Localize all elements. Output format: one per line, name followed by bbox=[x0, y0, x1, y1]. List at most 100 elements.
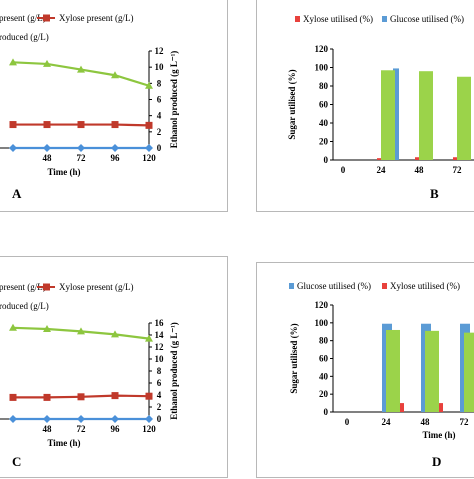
chart-a-data-point bbox=[43, 144, 51, 152]
chart-panel-a: 48 72 96 120 Time (h) 0 2 4 6 8 10 12 Ethanol produc… bbox=[0, 0, 228, 212]
chart-d-y-tick-label: 80 bbox=[319, 336, 329, 346]
chart-c-legend-entry: present (g/L) bbox=[0, 282, 46, 292]
chart-d-legend-entry: Xylose utilised (%) bbox=[390, 281, 460, 291]
chart-a-data-point bbox=[9, 58, 17, 66]
chart-c-y-tick-label: 14 bbox=[155, 330, 165, 340]
chart-c-legend-swatch-marker bbox=[43, 283, 50, 291]
chart-a-data-point bbox=[9, 121, 17, 129]
chart-a-data-point bbox=[43, 121, 51, 129]
panel-label-c: C bbox=[12, 454, 22, 469]
chart-d-y-tick-label: 60 bbox=[319, 354, 329, 364]
chart-a-data-point bbox=[43, 59, 51, 67]
chart-d-x-tick-label: 72 bbox=[460, 417, 470, 427]
chart-c-legend-entry: roduced (g/L) bbox=[0, 301, 49, 311]
chart-c-data-point bbox=[77, 327, 85, 335]
chart-c-y-tick-label: 6 bbox=[157, 378, 162, 388]
chart-b-bar bbox=[453, 157, 457, 160]
chart-a-data-point bbox=[111, 71, 119, 79]
chart-a-x-tick-label: 48 bbox=[43, 153, 53, 163]
chart-b-y-tick-label: 60 bbox=[319, 100, 329, 110]
chart-c-data-point bbox=[111, 415, 119, 423]
chart-b-x-tick-label: 72 bbox=[453, 165, 463, 175]
chart-a-y-tick-label: 6 bbox=[157, 95, 162, 105]
chart-b-y-tick-label: 100 bbox=[315, 63, 329, 73]
chart-c-data-point bbox=[145, 392, 153, 400]
chart-b-y-axis-title: Sugar utilised (%) bbox=[287, 69, 297, 139]
chart-b-bar bbox=[419, 71, 433, 160]
chart-d-bar bbox=[386, 329, 400, 412]
chart-a-data-point bbox=[77, 144, 85, 152]
chart-b-y-tick-label: 40 bbox=[319, 118, 329, 128]
chart-c-y-tick-label: 0 bbox=[157, 414, 162, 424]
chart-a-legend-swatch-marker bbox=[43, 14, 50, 22]
chart-a-x-tick-label: 72 bbox=[77, 153, 87, 163]
chart-a-y-axis-title: Ethanol produced (g L⁻¹) bbox=[169, 51, 179, 149]
chart-panel-d: 0 20 40 60 80 100 120 Sugar utilised (%) 0 24 48 72… bbox=[256, 262, 474, 478]
chart-d-y-tick-label: 0 bbox=[324, 407, 329, 417]
chart-c-data-point bbox=[9, 323, 17, 331]
chart-b-x-tick-label: 48 bbox=[415, 165, 425, 175]
chart-c-svg: 48 72 96 120 Time (h) 0 2 4 6 8 10 12 14 16 Ethanol pr… bbox=[0, 282, 179, 448]
chart-c-data-point bbox=[77, 415, 85, 423]
chart-a-x-axis-title: Time (h) bbox=[47, 167, 80, 177]
chart-d-y-tick-label: 40 bbox=[319, 371, 329, 381]
chart-c-y-tick-label: 8 bbox=[157, 366, 162, 376]
chart-d-y-tick-label: 120 bbox=[315, 300, 329, 310]
chart-b-y-tick-label: 120 bbox=[315, 44, 329, 54]
chart-d-y-tick-label: 20 bbox=[319, 389, 329, 399]
chart-a-x-tick-label: 96 bbox=[111, 153, 121, 163]
chart-d-x-axis-title: Time (h) bbox=[422, 430, 455, 440]
chart-a-svg: 48 72 96 120 Time (h) 0 2 4 6 8 10 12 Ethanol produc… bbox=[0, 13, 179, 177]
chart-a-y-tick-label: 2 bbox=[157, 127, 162, 137]
chart-c-data-point bbox=[145, 334, 153, 342]
chart-c-data-point bbox=[111, 330, 119, 338]
chart-c-x-tick-label: 120 bbox=[142, 424, 156, 434]
chart-a-y-tick-label: 8 bbox=[157, 78, 162, 88]
chart-c-data-point bbox=[43, 415, 51, 423]
chart-d-legend-swatch bbox=[289, 283, 294, 289]
chart-b-y-tick-label: 20 bbox=[319, 137, 329, 147]
chart-b-bar bbox=[381, 70, 395, 160]
chart-d-legend-swatch bbox=[382, 283, 387, 289]
chart-d-x-tick-label: 48 bbox=[421, 417, 431, 427]
chart-b-legend-swatch bbox=[295, 16, 300, 22]
panel-label-a: A bbox=[12, 186, 22, 201]
chart-c-y-tick-label: 2 bbox=[157, 402, 162, 412]
chart-a-y-tick-label: 4 bbox=[157, 111, 162, 121]
panel-label-b: B bbox=[430, 186, 439, 201]
chart-c-x-tick-label: 72 bbox=[77, 424, 87, 434]
chart-a-y-tick-label: 10 bbox=[155, 62, 165, 72]
chart-d-y-tick-label: 100 bbox=[315, 318, 329, 328]
chart-a-x-tick-label: 120 bbox=[142, 153, 156, 163]
chart-c-data-point bbox=[9, 393, 17, 401]
chart-d-y-axis-title: Sugar utilised (%) bbox=[289, 323, 299, 393]
chart-a-data-point bbox=[111, 144, 119, 152]
chart-b-y-tick-label: 80 bbox=[319, 81, 329, 91]
chart-c-x-tick-label: 96 bbox=[111, 424, 121, 434]
chart-a-data-point bbox=[77, 65, 85, 73]
chart-b-bar bbox=[415, 157, 419, 160]
chart-c-y-axis-title: Ethanol produced (g L⁻¹) bbox=[169, 322, 179, 420]
chart-b-legend-entry: Glucose utilised (%) bbox=[390, 14, 464, 24]
panel-label-d: D bbox=[432, 454, 442, 469]
chart-d-bar bbox=[400, 403, 404, 412]
chart-c-data-point bbox=[43, 393, 51, 401]
chart-d-bar bbox=[425, 330, 439, 412]
chart-d-bar bbox=[464, 332, 474, 412]
chart-d-x-tick-label: 24 bbox=[382, 417, 392, 427]
chart-b-x-tick-label: 0 bbox=[341, 165, 346, 175]
chart-c-y-tick-label: 4 bbox=[157, 390, 162, 400]
chart-c-y-tick-label: 12 bbox=[155, 342, 165, 352]
chart-c-y-tick-label: 16 bbox=[155, 318, 165, 328]
chart-a-legend-entry: roduced (g/L) bbox=[0, 32, 49, 42]
chart-a-data-point bbox=[145, 144, 153, 152]
chart-panel-c: 48 72 96 120 Time (h) 0 2 4 6 8 10 12 14 16 Ethanol pr… bbox=[0, 256, 228, 478]
chart-b-legend-swatch bbox=[382, 16, 387, 22]
chart-c-data-point bbox=[145, 415, 153, 423]
chart-b-y-tick-label: 0 bbox=[324, 155, 329, 165]
chart-c-x-axis-title: Time (h) bbox=[47, 438, 80, 448]
chart-a-data-point bbox=[77, 121, 85, 129]
chart-d-legend-entry: Glucose utilised (%) bbox=[297, 281, 371, 291]
chart-c-y-tick-label: 10 bbox=[155, 354, 165, 364]
chart-a-legend-entry: Xylose present (g/L) bbox=[59, 13, 133, 23]
